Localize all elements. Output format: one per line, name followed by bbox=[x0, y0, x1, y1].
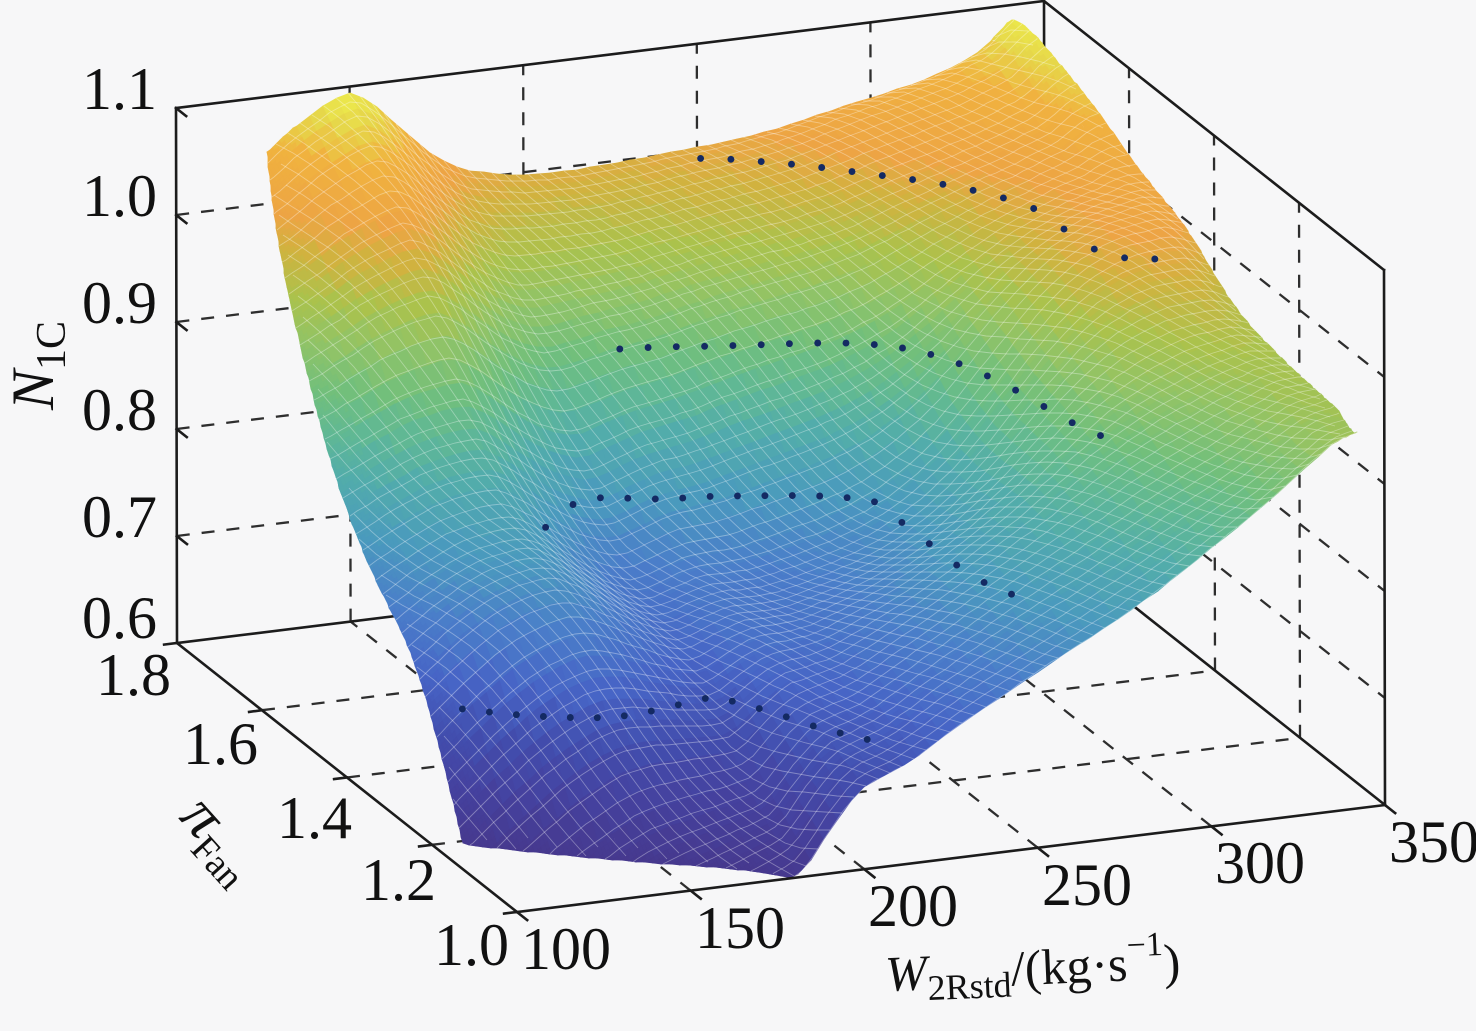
svg-text:0.9: 0.9 bbox=[82, 270, 157, 336]
svg-text:1.0: 1.0 bbox=[82, 163, 157, 229]
svg-text:100: 100 bbox=[521, 916, 611, 982]
svg-text:N1C: N1C bbox=[0, 321, 75, 411]
svg-text:1.1: 1.1 bbox=[82, 56, 157, 122]
svg-text:1.8: 1.8 bbox=[96, 642, 171, 708]
svg-text:1.0: 1.0 bbox=[434, 912, 509, 978]
svg-text:1.6: 1.6 bbox=[183, 711, 258, 777]
svg-text:350: 350 bbox=[1389, 809, 1476, 875]
svg-text:250: 250 bbox=[1042, 852, 1132, 918]
svg-text:0.6: 0.6 bbox=[82, 585, 157, 651]
svg-text:0.8: 0.8 bbox=[82, 377, 157, 443]
svg-text:150: 150 bbox=[695, 895, 785, 961]
svg-text:W2Rstd/(kg·s−1): W2Rstd/(kg·s−1) bbox=[884, 925, 1182, 1010]
svg-text:300: 300 bbox=[1215, 830, 1305, 896]
svg-text:1.2: 1.2 bbox=[361, 847, 436, 913]
svg-text:1.4: 1.4 bbox=[277, 785, 352, 851]
svg-text:200: 200 bbox=[868, 873, 958, 939]
svg-text:0.7: 0.7 bbox=[82, 484, 157, 550]
